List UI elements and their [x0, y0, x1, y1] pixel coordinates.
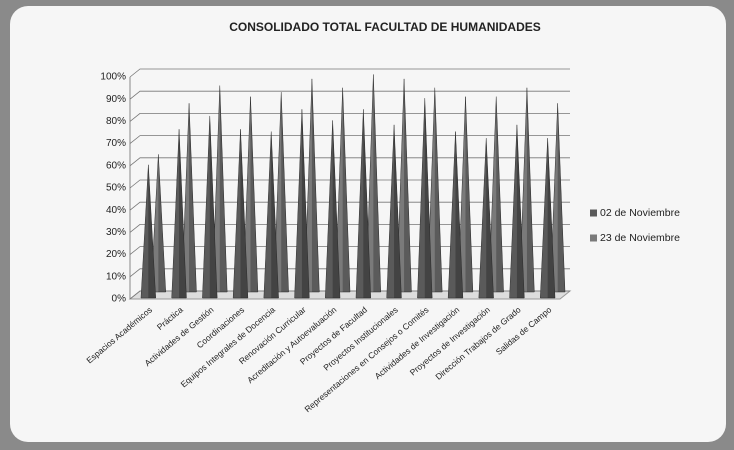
cone-shade — [547, 138, 556, 298]
cone — [488, 96, 504, 293]
legend-swatch — [590, 234, 597, 242]
cone — [478, 138, 494, 299]
cone — [519, 87, 535, 293]
cone-shade — [342, 87, 351, 292]
grid-line — [129, 113, 570, 122]
cone-shade — [189, 103, 197, 292]
y-tick-label: 70% — [106, 138, 126, 149]
grid-line — [129, 201, 570, 211]
cone — [171, 129, 187, 299]
cone-shade — [148, 164, 156, 298]
y-tick-label: 60% — [106, 160, 126, 171]
x-tick-label: Salidas de Campo — [494, 304, 554, 356]
y-tick-label: 30% — [106, 227, 126, 238]
cone-shade — [301, 109, 310, 298]
x-tick-label: Espacios Académicos — [84, 305, 154, 366]
cone — [355, 109, 371, 299]
cone-shade — [486, 138, 494, 298]
grid-line — [129, 90, 570, 100]
cone-shade — [526, 87, 535, 292]
legend-label: 02 de Noviembre — [600, 207, 680, 219]
cone — [365, 74, 381, 293]
cone-shade — [219, 85, 228, 292]
y-tick-label: 0% — [112, 294, 127, 305]
cone — [232, 129, 249, 299]
cone — [242, 96, 259, 293]
grid-line — [129, 246, 570, 255]
cone-shade — [332, 120, 341, 299]
cone-shade — [557, 103, 566, 292]
cone-shade — [158, 154, 166, 292]
cone — [150, 154, 166, 293]
cone — [202, 115, 218, 299]
cone-shade — [311, 78, 320, 292]
cone-shade — [424, 98, 433, 298]
grid-line — [129, 135, 570, 144]
cone-shade — [209, 115, 218, 299]
cone — [212, 85, 228, 293]
cone-shade — [373, 74, 381, 292]
cone-shade — [434, 87, 443, 292]
cone — [263, 131, 279, 299]
cone — [335, 87, 351, 293]
cone-shade — [271, 131, 279, 298]
cone — [427, 87, 443, 293]
cone — [294, 109, 310, 299]
cone-shade — [250, 96, 258, 292]
y-tick-label: 10% — [106, 271, 126, 282]
cone-shade — [496, 96, 504, 292]
cone — [386, 124, 402, 299]
cone-shade — [179, 129, 187, 298]
grid-line — [129, 179, 570, 189]
cone-shade — [455, 131, 463, 298]
cone — [304, 78, 320, 293]
cone — [457, 96, 474, 293]
y-tick-label: 40% — [106, 205, 126, 216]
cone — [181, 103, 197, 293]
cone-shade — [516, 124, 525, 298]
legend-swatch — [590, 209, 597, 217]
cone — [273, 92, 289, 293]
cone-shade — [404, 78, 412, 292]
cone — [550, 103, 566, 293]
cone-shade — [281, 92, 289, 292]
cone-shade — [363, 109, 371, 298]
legend-label: 23 de Noviembre — [600, 232, 680, 244]
cone — [325, 120, 341, 299]
y-tick-label: 100% — [100, 72, 126, 83]
cone-shade — [394, 124, 402, 298]
cone-shade — [240, 129, 248, 298]
grid-line — [129, 68, 570, 78]
cone — [509, 124, 525, 299]
cone — [396, 78, 412, 293]
cone — [540, 138, 556, 299]
chart-title: CONSOLIDADO TOTAL FACULTAD DE HUMANIDADE… — [229, 20, 541, 34]
y-tick-label: 80% — [106, 116, 126, 127]
y-tick-label: 50% — [106, 183, 126, 194]
grid-line — [129, 157, 570, 167]
cone-shade — [465, 96, 473, 292]
y-tick-label: 90% — [106, 94, 126, 105]
cone — [140, 164, 156, 299]
grid-line — [129, 223, 570, 233]
cone — [417, 98, 433, 299]
cone — [447, 131, 464, 299]
y-tick-label: 20% — [106, 249, 126, 260]
